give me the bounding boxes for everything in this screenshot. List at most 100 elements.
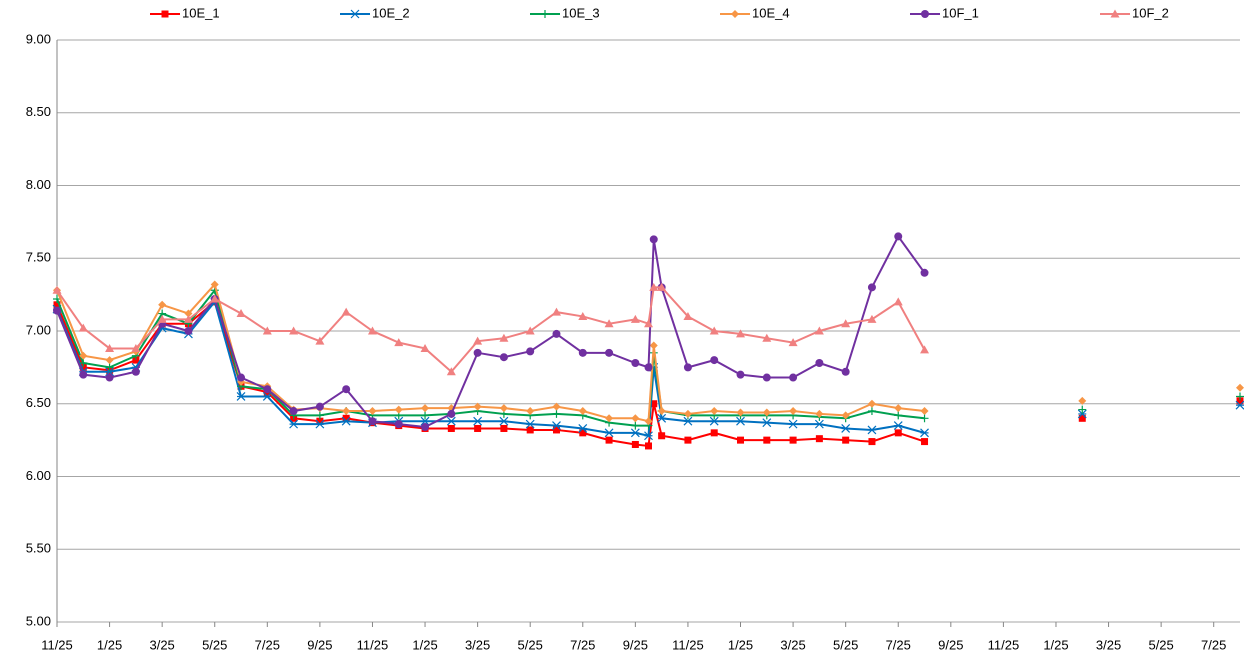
marker: [631, 440, 639, 448]
marker: [474, 424, 482, 432]
marker: [650, 400, 658, 408]
marker: [709, 326, 719, 335]
marker: [788, 338, 798, 347]
x-tick-label: 11/25: [357, 637, 389, 652]
marker: [631, 359, 640, 368]
x-tick-label: 5/25: [833, 637, 858, 652]
marker: [289, 407, 298, 416]
marker: [350, 9, 360, 19]
marker: [709, 416, 719, 426]
marker: [105, 367, 115, 377]
marker: [394, 405, 403, 414]
marker: [552, 426, 560, 434]
marker: [789, 407, 798, 416]
marker: [789, 373, 798, 382]
marker: [630, 314, 640, 323]
marker: [894, 404, 903, 413]
legend-label: 10F_2: [1132, 5, 1169, 20]
marker: [315, 402, 324, 411]
marker: [499, 404, 508, 413]
marker: [342, 414, 350, 422]
marker: [814, 326, 824, 335]
x-tick-label: 1/25: [728, 637, 753, 652]
marker: [815, 409, 824, 418]
marker: [579, 429, 587, 437]
marker: [473, 336, 483, 345]
marker: [867, 407, 876, 416]
marker: [53, 306, 61, 315]
marker: [645, 442, 652, 450]
y-tick-label: 5.00: [26, 613, 51, 628]
marker: [631, 414, 640, 423]
x-tick-label: 9/25: [307, 637, 332, 652]
marker: [236, 309, 246, 318]
marker: [1236, 397, 1244, 405]
marker: [894, 411, 903, 420]
marker: [315, 419, 325, 429]
marker: [421, 411, 430, 420]
marker: [161, 10, 169, 18]
y-tick-label: 7.00: [26, 322, 51, 337]
marker: [763, 436, 771, 444]
marker: [421, 423, 430, 432]
y-tick-label: 6.50: [26, 395, 51, 410]
marker: [53, 301, 61, 309]
marker: [263, 385, 272, 394]
marker: [499, 333, 509, 342]
legend-label: 10E_3: [562, 5, 600, 20]
marker: [1236, 392, 1244, 401]
marker: [105, 343, 115, 352]
marker: [788, 419, 798, 429]
marker: [499, 353, 508, 362]
x-tick-label: 9/25: [938, 637, 963, 652]
x-tick-label: 11/25: [988, 637, 1020, 652]
marker: [894, 232, 903, 241]
marker: [367, 326, 377, 335]
marker: [1236, 383, 1244, 392]
marker: [184, 327, 193, 335]
marker: [52, 285, 62, 294]
marker: [921, 10, 929, 18]
y-tick-label: 8.50: [26, 104, 51, 119]
marker: [1078, 405, 1087, 414]
marker: [289, 326, 299, 335]
legend-label: 10E_4: [752, 5, 790, 20]
marker: [210, 294, 220, 303]
legend-label: 10E_1: [182, 5, 220, 20]
marker: [868, 438, 876, 446]
marker: [649, 235, 658, 244]
marker: [762, 408, 771, 417]
marker: [79, 351, 88, 360]
marker: [341, 307, 351, 316]
x-tick-label: 3/25: [465, 637, 490, 652]
marker: [473, 402, 482, 411]
marker: [262, 326, 272, 335]
marker: [894, 429, 902, 437]
marker: [526, 426, 534, 434]
marker: [105, 373, 114, 382]
marker: [473, 416, 483, 426]
marker: [604, 319, 614, 328]
marker: [342, 407, 351, 416]
marker: [737, 436, 745, 444]
marker: [420, 343, 430, 352]
marker: [78, 323, 88, 332]
marker: [446, 367, 456, 376]
marker: [920, 414, 929, 423]
marker: [731, 10, 739, 18]
marker: [541, 10, 549, 18]
marker: [736, 329, 746, 338]
marker: [183, 314, 193, 323]
marker: [815, 435, 823, 443]
y-tick-label: 6.00: [26, 468, 51, 483]
marker: [447, 409, 456, 418]
legend-label: 10E_2: [372, 5, 410, 20]
marker: [526, 407, 535, 416]
marker: [578, 407, 587, 416]
marker: [1078, 396, 1087, 405]
marker: [578, 311, 588, 320]
marker: [867, 425, 877, 435]
marker: [105, 356, 114, 365]
marker: [420, 416, 430, 426]
marker: [394, 338, 404, 347]
